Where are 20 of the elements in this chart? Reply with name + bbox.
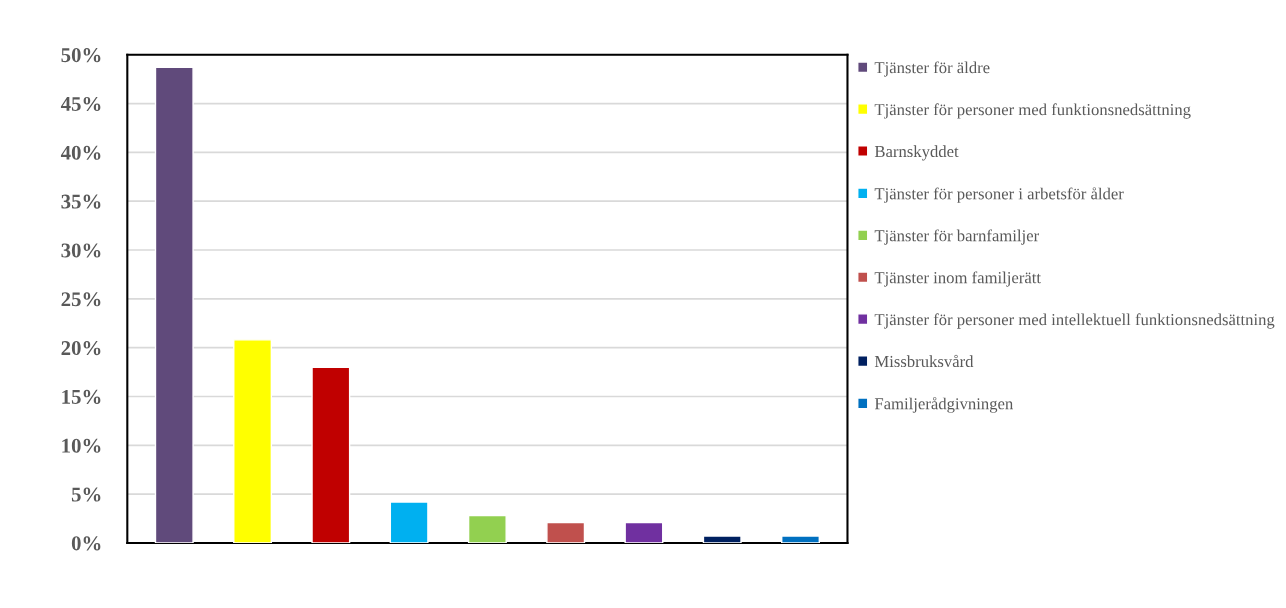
y-tick-label: 50% — [61, 48, 101, 63]
y-tick-label: 20% — [61, 341, 101, 356]
legend-label: Tjänster för personer med intellektuell funktionsnedsättning — [874, 313, 1275, 329]
legend-label: Familjerådgivningen — [874, 397, 1014, 413]
legend-label: Tjänster för barnfamiljer — [874, 229, 1039, 245]
y-tick-label: 45% — [60, 96, 101, 112]
legend-label: Tjänster för äldre — [874, 61, 990, 77]
legend-label: Missbruksvård — [874, 354, 974, 368]
y-tick-label: 5% — [71, 487, 101, 502]
legend-label: Barnskyddet — [874, 145, 959, 161]
y-tick-label: 35% — [61, 194, 101, 209]
y-tick-label: 0% — [71, 536, 101, 551]
legend-label: Tjänster för personer i arbetsför ålder — [874, 187, 1124, 203]
y-tick-label: 15% — [62, 389, 101, 404]
y-tick-label: 30% — [61, 243, 101, 258]
legend-label: Tjänster inom familjerätt — [874, 271, 1041, 287]
y-tick-label: 10% — [62, 438, 101, 453]
y-tick-label: 40% — [60, 145, 101, 160]
y-tick-label: 25% — [61, 292, 101, 307]
legend-label: Tjänster för personer med funktionsnedsättning — [874, 103, 1191, 119]
